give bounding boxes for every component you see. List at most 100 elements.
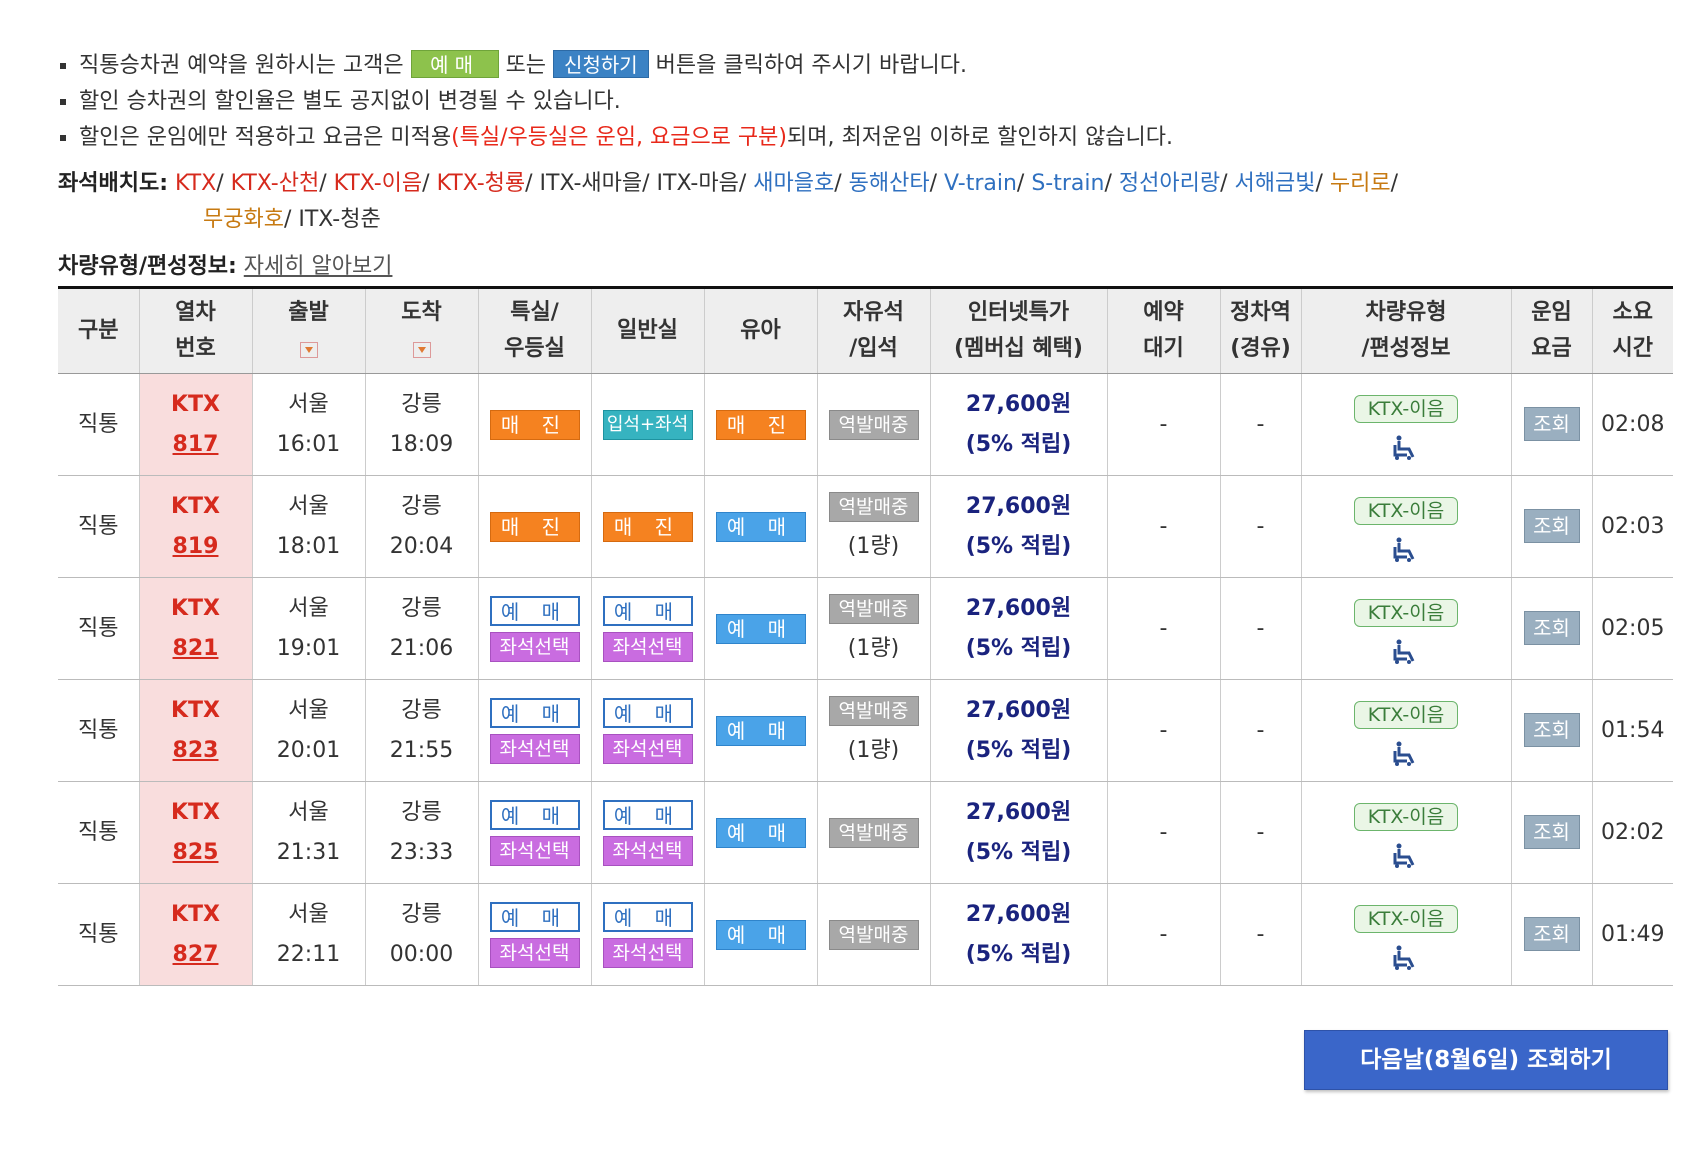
seat-map-link-donghae-santa[interactable]: 동해산타 (848, 171, 930, 196)
cell-waitlist: - (1106, 475, 1220, 578)
train-no-link[interactable]: 819 (172, 533, 219, 559)
seat-map-link-seohae-geumbit[interactable]: 서해금빛 (1234, 171, 1316, 196)
cell-general: 입석+좌석 (590, 373, 704, 476)
seat-select-button[interactable]: 좌석선택 (602, 937, 693, 968)
cell-type: 직통 (58, 679, 139, 782)
header-fare: 운임 요금 (1510, 286, 1592, 374)
vehicle-type-button[interactable]: KTX-이음 (1354, 700, 1458, 729)
seat-select-button[interactable]: 좌석선택 (602, 733, 693, 764)
reserve-button[interactable]: 예 매 (715, 817, 806, 848)
seat-map-label: 좌석배치도: (58, 171, 168, 196)
sort-down-icon[interactable] (412, 342, 431, 358)
seat-map-link-saemaeul[interactable]: 새마을호 (753, 171, 835, 196)
reserve-button[interactable]: 예 매 (602, 595, 693, 626)
station-sale-badge: 역발매중 (828, 409, 919, 440)
vehicle-info-link[interactable]: 자세히 알아보기 (243, 254, 393, 279)
fare-view-button[interactable]: 조회 (1523, 712, 1580, 747)
wheelchair-icon (1393, 945, 1415, 970)
header-free-seat: 자유석/입석 (816, 286, 930, 374)
seat-map-link-ktx-eum[interactable]: KTX-이음 (333, 171, 423, 196)
cell-fare: 조회 (1510, 883, 1592, 986)
table-row: 직통 KTX 821 서울 19:01 강릉 21:06 예 매 좌석선택 예 매 좌석선… (58, 577, 1673, 680)
next-day-search-button[interactable]: 다음날(8월6일) 조회하기 (1304, 1030, 1668, 1090)
notice-highlight: (특실/우등실은 운임, 요금으로 구분) (451, 125, 787, 150)
vehicle-type-button[interactable]: KTX-이음 (1354, 904, 1458, 933)
vehicle-type-button[interactable]: KTX-이음 (1354, 598, 1458, 627)
seat-select-button[interactable]: 좌석선택 (602, 835, 693, 866)
reserve-button[interactable]: 예 매 (715, 613, 806, 644)
reserve-button[interactable]: 예 매 (715, 511, 806, 542)
header-vehicle: 차량유형/편성정보 (1300, 286, 1511, 374)
fare-view-button[interactable]: 조회 (1523, 508, 1580, 543)
seat-select-button[interactable]: 좌석선택 (489, 631, 580, 662)
cell-depart: 서울 19:01 (251, 577, 365, 680)
reserve-button[interactable]: 예 매 (489, 595, 580, 626)
vehicle-type-button[interactable]: KTX-이음 (1354, 496, 1458, 525)
train-no-link[interactable]: 823 (172, 737, 219, 763)
fare-view-button[interactable]: 조회 (1523, 814, 1580, 849)
header-arrive[interactable]: 도착 (364, 286, 478, 374)
seat-map-link-s-train[interactable]: S-train (1031, 171, 1105, 196)
standing-seat-button[interactable]: 입석+좌석 (602, 409, 693, 440)
reserve-button[interactable]: 예 매 (602, 799, 693, 830)
fare-view-button[interactable]: 조회 (1523, 610, 1580, 645)
cell-waitlist: - (1106, 577, 1220, 680)
seat-map-link-nuriro[interactable]: 누리로 (1329, 171, 1391, 196)
reserve-button[interactable]: 예 매 (715, 919, 806, 950)
cell-duration: 02:02 (1591, 781, 1673, 884)
vehicle-type-button[interactable]: KTX-이음 (1354, 394, 1458, 423)
seat-map-line-1: 좌석배치도: KTX/ KTX-산천/ KTX-이음/ KTX-청룡/ ITX-… (58, 171, 1398, 196)
reserve-button[interactable]: 예 매 (489, 901, 580, 932)
fare-view-button[interactable]: 조회 (1523, 406, 1580, 441)
cell-internet-price: 27,600원 (5% 적립) (929, 883, 1107, 986)
seat-map-link-ktx[interactable]: KTX (175, 171, 217, 196)
train-no-link[interactable]: 821 (172, 635, 219, 661)
seat-map-link-itx-cheongchun[interactable]: ITX-청춘 (298, 207, 381, 232)
seat-select-button[interactable]: 좌석선택 (489, 733, 580, 764)
seat-map-link-mugunghwa[interactable]: 무궁화호 (203, 207, 284, 232)
reserve-button[interactable]: 예 매 (489, 697, 580, 728)
reserve-button[interactable]: 예 매 (489, 799, 580, 830)
wheelchair-icon (1393, 639, 1415, 664)
seat-map-link-ktx-cheongryong[interactable]: KTX-청룡 (436, 171, 526, 196)
seat-map-link-v-train[interactable]: V-train (944, 171, 1017, 196)
cell-depart: 서울 18:01 (251, 475, 365, 578)
seat-select-button[interactable]: 좌석선택 (489, 835, 580, 866)
seat-select-button[interactable]: 좌석선택 (602, 631, 693, 662)
cell-type: 직통 (58, 577, 139, 680)
train-no-link[interactable]: 817 (172, 431, 219, 457)
seat-map-link-itx-saemaeul[interactable]: ITX-새마을 (539, 171, 643, 196)
sort-down-icon[interactable] (299, 342, 318, 358)
cell-train-no: KTX 825 (138, 781, 252, 884)
seat-map-links: 좌석배치도: KTX/ KTX-산천/ KTX-이음/ KTX-청룡/ ITX-… (58, 166, 1658, 238)
seat-map-link-jeongseon-arirang[interactable]: 정선아리랑 (1118, 171, 1221, 196)
wheelchair-icon (1393, 843, 1415, 868)
header-depart[interactable]: 출발 (251, 286, 365, 374)
cell-stops: - (1219, 781, 1301, 884)
notice-list: 직통승차권 예약을 원하시는 고객은 예매 또는 신청하기 버튼을 클릭하여 주… (58, 48, 1658, 156)
seat-map-link-itx-maeum[interactable]: ITX-마음 (656, 171, 739, 196)
cell-duration: 01:54 (1591, 679, 1673, 782)
train-no-link[interactable]: 827 (172, 941, 219, 967)
cell-train-no: KTX 821 (138, 577, 252, 680)
reserve-button[interactable]: 예 매 (602, 697, 693, 728)
vehicle-type-button[interactable]: KTX-이음 (1354, 802, 1458, 831)
cell-train-no: KTX 819 (138, 475, 252, 578)
wheelchair-icon (1393, 741, 1415, 766)
station-sale-badge: 역발매중 (828, 919, 919, 950)
cell-arrive: 강릉 21:55 (364, 679, 478, 782)
seat-select-button[interactable]: 좌석선택 (489, 937, 580, 968)
table-row: 직통 KTX 819 서울 18:01 강릉 20:04 매 진 매 진 예 매 역발… (58, 475, 1673, 578)
cell-train-no: KTX 827 (138, 883, 252, 986)
train-no-link[interactable]: 825 (172, 839, 219, 865)
sold-out-badge: 매 진 (602, 511, 693, 542)
reserve-button[interactable]: 예 매 (715, 715, 806, 746)
cell-fare: 조회 (1510, 781, 1592, 884)
notice-text: 버튼을 클릭하여 주시기 바랍니다. (648, 53, 967, 78)
reserve-button[interactable]: 예 매 (602, 901, 693, 932)
fare-view-button[interactable]: 조회 (1523, 916, 1580, 951)
seat-map-link-ktx-sancheon[interactable]: KTX-산천 (230, 171, 320, 196)
station-sale-badge: 역발매중 (828, 491, 919, 522)
